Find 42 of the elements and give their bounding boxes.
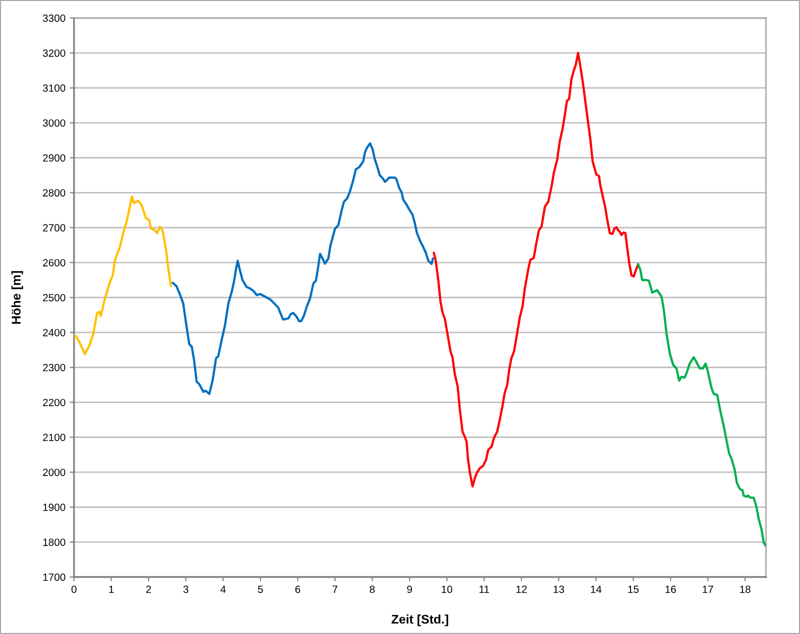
line-series bbox=[74, 195, 172, 356]
x-tick-label: 15 bbox=[628, 586, 639, 593]
y-axis-title: Höhe [m] bbox=[11, 271, 24, 324]
x-tick-label: 8 bbox=[370, 586, 375, 593]
x-tick-label: 11 bbox=[480, 586, 490, 593]
y-tick-label: 2800 bbox=[43, 189, 66, 197]
y-tick-label: 2100 bbox=[43, 434, 66, 442]
x-tick-label: 9 bbox=[407, 586, 412, 593]
x-tick-label: 13 bbox=[554, 586, 564, 593]
x-tick-label: 12 bbox=[516, 586, 527, 593]
y-tick-label: 2000 bbox=[43, 468, 66, 476]
x-tick-label: 16 bbox=[666, 586, 676, 593]
y-tick-label: 2300 bbox=[43, 364, 66, 372]
y-tick-label: 2700 bbox=[43, 224, 66, 232]
x-tick-label: 14 bbox=[590, 586, 602, 593]
line-series bbox=[637, 263, 766, 547]
y-tick-label: 3200 bbox=[42, 49, 66, 57]
x-tick-label: 3 bbox=[183, 586, 188, 593]
y-tick-label: 1900 bbox=[43, 504, 66, 511]
x-tick-label: 17 bbox=[702, 586, 714, 593]
x-tick-label: 4 bbox=[220, 586, 226, 593]
line-series bbox=[432, 52, 640, 488]
y-tick-label: 2400 bbox=[43, 328, 66, 336]
y-tick-label: 1800 bbox=[43, 538, 66, 546]
x-tick-label: 7 bbox=[332, 586, 338, 593]
x-tick-label: 6 bbox=[295, 586, 300, 593]
y-tick-label: 2900 bbox=[43, 154, 66, 162]
y-tick-label: 3300 bbox=[42, 14, 66, 22]
y-tick-label: 2200 bbox=[43, 398, 66, 406]
y-tick-label: 2600 bbox=[43, 259, 66, 266]
y-tick-label: 3000 bbox=[42, 119, 66, 127]
x-axis-title: Zeit [Std.] bbox=[392, 614, 448, 626]
y-tick-label: 1700 bbox=[43, 574, 66, 581]
y-tick-label: 2500 bbox=[43, 294, 66, 302]
x-tick-label: 5 bbox=[258, 586, 263, 593]
x-tick-label: 2 bbox=[146, 586, 151, 593]
y-tick-label: 3100 bbox=[42, 84, 66, 92]
x-tick-label: 1 bbox=[109, 586, 114, 593]
x-tick-label: 18 bbox=[740, 586, 750, 593]
x-tick-label: 10 bbox=[442, 586, 452, 593]
x-tick-label: 0 bbox=[72, 586, 76, 593]
line-series bbox=[172, 142, 434, 396]
